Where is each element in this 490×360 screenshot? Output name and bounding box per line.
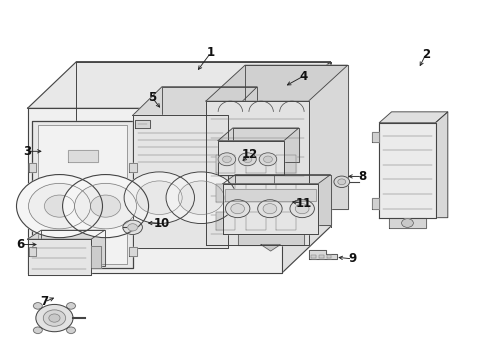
- Circle shape: [63, 175, 148, 238]
- Text: 6: 6: [16, 238, 24, 251]
- Circle shape: [67, 327, 75, 333]
- Text: 1: 1: [207, 46, 215, 59]
- Circle shape: [402, 219, 414, 227]
- Circle shape: [225, 200, 250, 218]
- Polygon shape: [261, 244, 280, 251]
- Circle shape: [178, 181, 224, 215]
- Polygon shape: [379, 123, 436, 218]
- Polygon shape: [246, 155, 266, 173]
- Circle shape: [91, 195, 121, 217]
- Circle shape: [123, 220, 143, 234]
- Polygon shape: [133, 116, 228, 248]
- Polygon shape: [238, 234, 304, 244]
- Circle shape: [136, 181, 182, 215]
- Polygon shape: [216, 212, 235, 230]
- Text: 4: 4: [299, 69, 308, 82]
- Polygon shape: [246, 212, 266, 230]
- Circle shape: [334, 176, 349, 188]
- Polygon shape: [228, 175, 274, 187]
- Polygon shape: [233, 128, 299, 162]
- Polygon shape: [311, 255, 316, 258]
- Circle shape: [263, 204, 277, 214]
- Polygon shape: [68, 150, 98, 162]
- Polygon shape: [41, 230, 105, 266]
- Circle shape: [33, 303, 42, 309]
- Polygon shape: [379, 112, 448, 123]
- Polygon shape: [218, 140, 284, 175]
- Circle shape: [17, 175, 102, 238]
- Polygon shape: [91, 246, 101, 268]
- Polygon shape: [246, 184, 266, 202]
- Circle shape: [243, 156, 252, 162]
- Polygon shape: [327, 255, 331, 258]
- Polygon shape: [27, 108, 282, 273]
- Circle shape: [33, 327, 42, 333]
- Text: 8: 8: [358, 170, 367, 183]
- Polygon shape: [239, 187, 263, 194]
- Polygon shape: [32, 121, 133, 268]
- Polygon shape: [389, 218, 426, 228]
- Polygon shape: [27, 239, 91, 275]
- Polygon shape: [27, 230, 105, 239]
- Circle shape: [49, 314, 60, 322]
- Polygon shape: [276, 184, 296, 202]
- Polygon shape: [436, 112, 448, 218]
- Polygon shape: [223, 184, 318, 234]
- Circle shape: [264, 156, 272, 162]
- Polygon shape: [129, 247, 137, 256]
- Polygon shape: [372, 198, 379, 209]
- Circle shape: [218, 153, 236, 166]
- Polygon shape: [129, 163, 137, 172]
- Circle shape: [28, 183, 91, 229]
- Polygon shape: [38, 125, 127, 264]
- Polygon shape: [282, 62, 331, 273]
- Circle shape: [45, 195, 74, 217]
- Circle shape: [128, 224, 138, 231]
- Polygon shape: [28, 247, 36, 256]
- Text: 7: 7: [41, 296, 49, 309]
- Circle shape: [166, 172, 236, 224]
- Polygon shape: [372, 132, 379, 142]
- Text: 5: 5: [148, 91, 156, 104]
- Text: 3: 3: [24, 145, 32, 158]
- Circle shape: [222, 156, 231, 162]
- Polygon shape: [206, 65, 347, 101]
- Text: 2: 2: [422, 48, 430, 61]
- Text: 11: 11: [295, 197, 312, 210]
- Polygon shape: [216, 184, 235, 202]
- Polygon shape: [235, 175, 331, 225]
- Circle shape: [258, 200, 282, 218]
- Polygon shape: [135, 120, 150, 128]
- Polygon shape: [216, 155, 235, 173]
- Circle shape: [231, 204, 245, 214]
- Circle shape: [290, 200, 315, 218]
- Circle shape: [239, 153, 256, 166]
- Text: 9: 9: [348, 252, 357, 265]
- Circle shape: [67, 303, 75, 309]
- Polygon shape: [28, 163, 36, 172]
- Polygon shape: [133, 87, 257, 116]
- Polygon shape: [276, 212, 296, 230]
- Circle shape: [36, 305, 73, 332]
- Circle shape: [43, 310, 66, 326]
- Circle shape: [338, 179, 345, 185]
- Polygon shape: [245, 65, 347, 209]
- Polygon shape: [206, 101, 309, 244]
- Polygon shape: [309, 250, 337, 259]
- Text: 10: 10: [154, 216, 170, 230]
- Polygon shape: [162, 87, 257, 220]
- Circle shape: [124, 172, 195, 224]
- Circle shape: [74, 183, 137, 229]
- Polygon shape: [225, 189, 316, 201]
- Polygon shape: [319, 255, 324, 258]
- Polygon shape: [218, 128, 299, 140]
- Polygon shape: [223, 175, 331, 184]
- Polygon shape: [27, 62, 331, 108]
- Polygon shape: [276, 155, 296, 173]
- Circle shape: [295, 204, 309, 214]
- Text: 12: 12: [242, 148, 258, 161]
- Circle shape: [259, 153, 277, 166]
